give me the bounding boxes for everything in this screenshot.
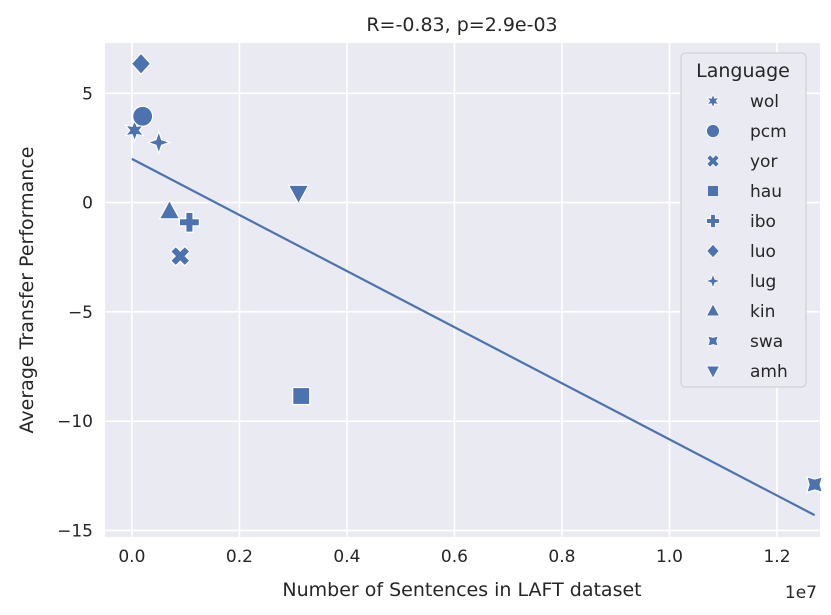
legend-label-ibo: ibo (750, 212, 776, 232)
data-point-yor (169, 245, 191, 267)
x-axis-multiplier: 1e7 (785, 583, 817, 603)
x-tick-label: 1.0 (656, 547, 683, 567)
y-tick-label: 0 (82, 194, 93, 214)
regression-line (131, 157, 816, 517)
legend-marker-swa (707, 335, 719, 347)
data-point-lug (145, 129, 172, 156)
data-point-luo (130, 52, 152, 76)
y-tick-label: −10 (57, 412, 93, 432)
y-axis-ticks: 5 0 −5 −10 −15 (57, 84, 93, 541)
legend-label-lug: lug (750, 272, 776, 292)
legend-marker-luo (706, 243, 720, 259)
y-tick-label: 5 (82, 84, 93, 104)
legend-box (680, 52, 807, 388)
legend-label-swa: swa (750, 332, 783, 352)
data-point-amh (287, 184, 310, 205)
legend-label-pcm: pcm (750, 122, 787, 142)
data-point-hau (292, 386, 311, 406)
legend-marker-ibo (706, 214, 720, 228)
legend-marker-pcm (706, 124, 720, 138)
y-tick-label: −15 (57, 521, 93, 541)
data-points (123, 52, 824, 494)
legend-marker-amh (705, 365, 721, 379)
x-tick-label: 0.8 (548, 547, 575, 567)
legend-label-hau: hau (750, 182, 782, 202)
x-tick-label: 0.2 (226, 547, 253, 567)
legend-marker-yor (706, 154, 720, 168)
x-tick-label: 0.6 (441, 547, 468, 567)
legend-marker-hau (707, 185, 719, 197)
data-point-swa (805, 475, 824, 494)
legend-title: Language (696, 60, 790, 82)
legend-label-wol: wol (750, 92, 779, 112)
legend-label-kin: kin (750, 302, 775, 322)
y-axis-label: Average Transfer Performance (16, 147, 38, 434)
chart-title: R=-0.83, p=2.9e-03 (366, 14, 557, 36)
legend-marker-lug (704, 272, 722, 290)
legend-marker-wol (706, 93, 720, 109)
regression-line-group (131, 157, 816, 517)
x-tick-label: 0.0 (118, 547, 145, 567)
legend: Language wol pcm yor hau ibo luo lug kin swa amh (680, 52, 807, 388)
legend-marker-kin (705, 303, 721, 317)
data-point-kin (158, 199, 181, 220)
y-tick-label: −5 (68, 303, 93, 323)
data-point-pcm (132, 105, 154, 127)
x-tick-label: 1.2 (763, 547, 790, 567)
legend-label-amh: amh (750, 362, 788, 382)
legend-items: wol pcm yor hau ibo luo lug kin swa amh (704, 92, 788, 382)
x-axis-ticks: 0.0 0.2 0.4 0.6 0.8 1.0 1.2 (118, 547, 790, 567)
x-tick-label: 0.4 (333, 547, 360, 567)
legend-label-luo: luo (750, 242, 776, 262)
x-axis-label: Number of Sentences in LAFT dataset (282, 579, 641, 601)
legend-label-yor: yor (750, 152, 777, 172)
